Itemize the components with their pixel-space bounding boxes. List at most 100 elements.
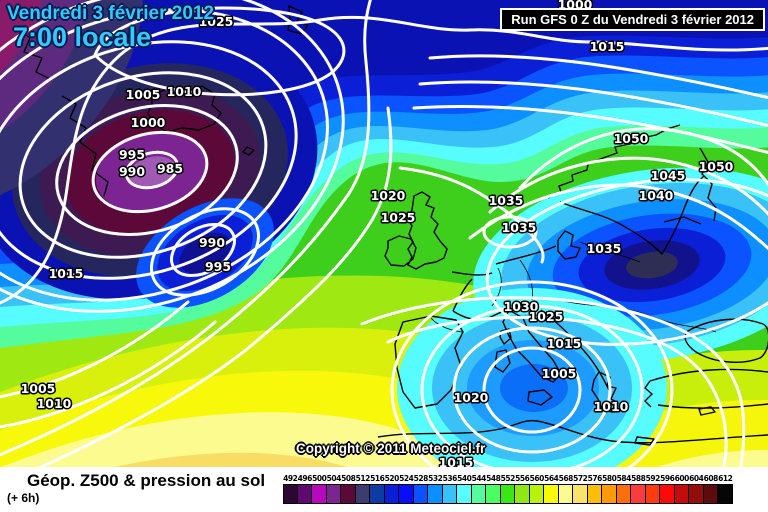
- legend-value: 564: [544, 474, 559, 483]
- legend-item: 608: [703, 474, 719, 504]
- pressure-label: 1020: [454, 390, 489, 405]
- coast-sicily: [527, 389, 553, 406]
- pressure-label: 1035: [587, 241, 622, 256]
- legend-item: 508: [341, 475, 356, 504]
- pressure-label: 1005: [542, 366, 577, 381]
- legend-item: 556: [515, 475, 530, 504]
- legend-cell: [689, 484, 704, 504]
- pressure-label: 1010: [167, 84, 202, 99]
- legend-value: 540: [457, 474, 472, 483]
- legend-item: 504: [326, 474, 342, 504]
- legend-item: 524: [399, 475, 414, 504]
- coast-britain: [407, 191, 448, 270]
- legend-value: 608: [703, 474, 719, 483]
- legend-item: 592: [645, 475, 660, 504]
- legend-item: 532: [428, 475, 443, 504]
- legend-cell: [399, 484, 414, 504]
- legend-item: 588: [631, 475, 646, 504]
- legend-cell: [297, 484, 312, 504]
- pressure-label: 1010: [594, 399, 629, 414]
- legend-value: 572: [573, 474, 588, 483]
- legend-value: 536: [442, 474, 458, 483]
- legend-item: 492: [283, 475, 298, 504]
- pressure-label: 1045: [651, 168, 686, 183]
- pressure-label: 1030: [504, 299, 539, 314]
- coast-baltic: [559, 175, 705, 255]
- footer-title: Géop. Z500 & pression au sol: [27, 471, 266, 490]
- legend-value: 504: [326, 474, 342, 483]
- legend-cell: [529, 484, 544, 504]
- coast-gulf-finland: [663, 216, 702, 225]
- legend-value: 596: [660, 474, 675, 483]
- legend-value: 552: [500, 474, 516, 483]
- river-russia: [699, 147, 717, 222]
- legend-cell: [312, 484, 327, 504]
- coast-iceland: [147, 85, 222, 133]
- legend-value: 500: [312, 474, 327, 483]
- coast-iberia: [394, 315, 464, 409]
- legend-item: 520: [384, 475, 399, 504]
- footer-bar: Géop. Z500 & pression au sol (+ 6h) 492 4…: [0, 467, 768, 512]
- coast-north-sea: [495, 245, 557, 265]
- legend-cell: [645, 484, 660, 504]
- legend-cell: [341, 484, 356, 504]
- pressure-label: 1025: [381, 210, 416, 225]
- legend-value: 584: [616, 474, 632, 483]
- coast-corsica: [499, 328, 512, 345]
- legend-value: 516: [370, 474, 385, 483]
- pressure-label: 985: [157, 161, 183, 176]
- coastline-layer: [13, 5, 768, 446]
- date-label: Vendredi 3 février 2012: [7, 3, 215, 24]
- legend-item: 560: [529, 474, 545, 504]
- legend-item: 548: [486, 475, 501, 504]
- pressure-label: 1005: [126, 87, 161, 102]
- pressure-label: 990: [199, 235, 225, 250]
- legend-item: 540: [457, 475, 472, 504]
- pressure-label: 1025: [199, 14, 234, 29]
- legend-item: 500: [312, 475, 327, 504]
- legend-value: 512: [355, 474, 371, 483]
- coast-crete: [634, 436, 655, 446]
- pressure-label: 995: [205, 259, 231, 274]
- legend-cell: [428, 484, 443, 504]
- legend-cell: [660, 484, 675, 504]
- legend-cell: [718, 484, 733, 504]
- pressure-label: 1015: [439, 455, 474, 467]
- time-label: 7:00 locale: [13, 22, 152, 52]
- legend-value: 588: [631, 474, 646, 483]
- coast-denmark: [557, 230, 581, 260]
- pressure-label: 1010: [37, 396, 72, 411]
- coast-africa: [377, 419, 768, 444]
- legend-value: 560: [529, 474, 545, 483]
- coast-faroe: [242, 146, 255, 156]
- legend-value: 496: [297, 474, 313, 483]
- legend-cell: [486, 484, 501, 504]
- coast-greece: [591, 371, 619, 413]
- legend-cell: [355, 484, 370, 504]
- legend-item: 580: [602, 475, 617, 504]
- legend-value: 604: [689, 474, 704, 483]
- legend-item: 552: [500, 474, 516, 504]
- legend-cell: [384, 484, 399, 504]
- legend-cell: [457, 484, 472, 504]
- legend-item: 604: [689, 475, 704, 504]
- legend-item: 512: [355, 474, 371, 504]
- legend-value: 600: [674, 474, 690, 483]
- legend-item: 612: [718, 475, 733, 504]
- legend-item: 528: [413, 474, 429, 504]
- legend-value: 568: [558, 474, 574, 483]
- coast-adriatic: [540, 309, 610, 391]
- legend-value: 528: [413, 474, 429, 483]
- contour-layer: [0, 0, 768, 467]
- pressure-label: 1015: [590, 39, 625, 54]
- map-area: 1025 1000 1015 1005 1010 1000 995 990 985 990 995 1…: [0, 0, 768, 467]
- legend-item: 600: [674, 474, 690, 504]
- legend-item: 536: [442, 474, 458, 504]
- legend-cell: [573, 484, 588, 504]
- legend-value: 492: [283, 474, 298, 483]
- pressure-label: 990: [119, 164, 145, 179]
- pressure-label: 1040: [639, 188, 674, 203]
- coast-greenland-corner: [13, 25, 53, 81]
